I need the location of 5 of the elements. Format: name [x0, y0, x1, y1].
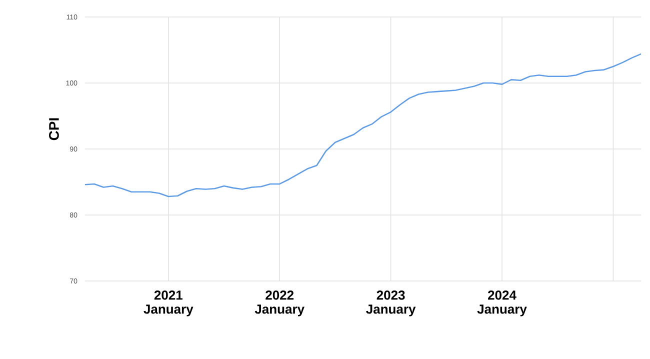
y-axis-title: CPI — [49, 118, 59, 140]
x-tick-label: 2022 January — [254, 290, 304, 316]
x-tick-label: 2023 January — [366, 290, 416, 316]
x-tick-label: 2021 January — [144, 290, 194, 316]
x-tick-label: 2024 January — [477, 290, 527, 316]
